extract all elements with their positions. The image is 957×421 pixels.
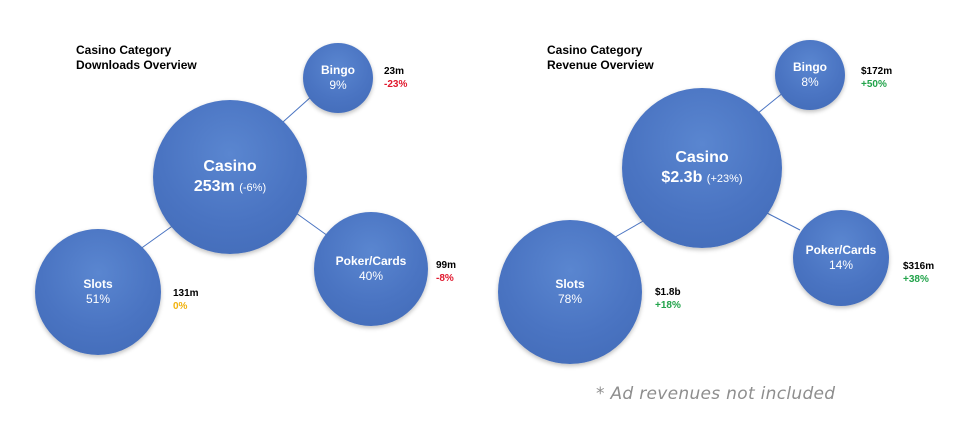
footnote: * Ad revenues not included <box>596 384 836 404</box>
downloads-title: Casino Category Downloads Overview <box>76 43 197 73</box>
bingo-downloads-change: -23% <box>384 79 408 90</box>
poker-revenue-value: $316m <box>903 261 935 272</box>
slots-downloads-stat: 131m 0% <box>173 287 199 313</box>
downloads-title-line1: Casino Category <box>76 43 172 57</box>
casino-downloads-bubble: Casino 253m (-6%) <box>153 100 307 254</box>
casino-revenue-value: $2.3b <box>661 169 703 186</box>
casino-revenue-bubble: Casino $2.3b (+23%) <box>622 88 782 248</box>
slots-revenue-bubble: Slots 78% <box>498 220 642 364</box>
poker-downloads-share: 40% <box>358 269 384 283</box>
poker-downloads-stat: 99m -8% <box>436 259 456 285</box>
bingo-downloads-value: 23m <box>384 66 405 77</box>
slots-revenue-value: $1.8b <box>655 287 681 298</box>
bingo-downloads-name: Bingo <box>321 63 355 77</box>
casino-downloads-change: (-6%) <box>239 182 267 194</box>
slots-revenue-share: 78% <box>557 292 583 306</box>
bingo-revenue-name: Bingo <box>793 60 827 74</box>
bingo-revenue-bubble: Bingo 8% <box>775 40 845 110</box>
slots-downloads-value: 131m <box>173 288 199 299</box>
casino-downloads-value: 253m <box>193 178 235 195</box>
slots-revenue-name: Slots <box>555 277 585 291</box>
bingo-revenue-stat: $172m +50% <box>861 65 892 91</box>
revenue-title-line2: Revenue Overview <box>547 58 654 72</box>
poker-downloads-change: -8% <box>436 273 454 284</box>
revenue-title: Casino Category Revenue Overview <box>547 43 654 73</box>
bingo-downloads-stat: 23m -23% <box>384 65 407 91</box>
link-casino-poker-downloads <box>295 212 329 237</box>
slots-downloads-change: 0% <box>173 301 188 312</box>
bingo-downloads-share: 9% <box>329 78 347 92</box>
slots-downloads-name: Slots <box>83 277 113 291</box>
slots-revenue-change: +18% <box>655 300 681 311</box>
poker-revenue-stat: $316m +38% <box>903 260 934 286</box>
slots-downloads-share: 51% <box>85 292 111 306</box>
casino-downloads-name: Casino <box>203 158 257 175</box>
poker-downloads-value: 99m <box>436 260 457 271</box>
slots-revenue-stat: $1.8b +18% <box>655 286 681 312</box>
poker-revenue-name: Poker/Cards <box>805 243 877 257</box>
link-casino-poker-revenue <box>764 211 801 231</box>
revenue-title-line1: Casino Category <box>547 43 643 57</box>
poker-downloads-bubble: Poker/Cards 40% <box>314 212 428 326</box>
poker-revenue-share: 14% <box>828 258 854 272</box>
slots-downloads-bubble: Slots 51% <box>35 229 161 355</box>
poker-revenue-bubble: Poker/Cards 14% <box>793 210 889 306</box>
bingo-downloads-bubble: Bingo 9% <box>303 43 373 113</box>
casino-revenue-name: Casino <box>675 149 729 166</box>
bingo-revenue-share: 8% <box>801 75 819 89</box>
poker-downloads-name: Poker/Cards <box>335 254 407 268</box>
poker-revenue-change: +38% <box>903 274 929 285</box>
downloads-title-line2: Downloads Overview <box>76 58 197 72</box>
bingo-revenue-value: $172m <box>861 66 893 77</box>
casino-revenue-change: (+23%) <box>706 173 743 185</box>
bingo-revenue-change: +50% <box>861 79 887 90</box>
